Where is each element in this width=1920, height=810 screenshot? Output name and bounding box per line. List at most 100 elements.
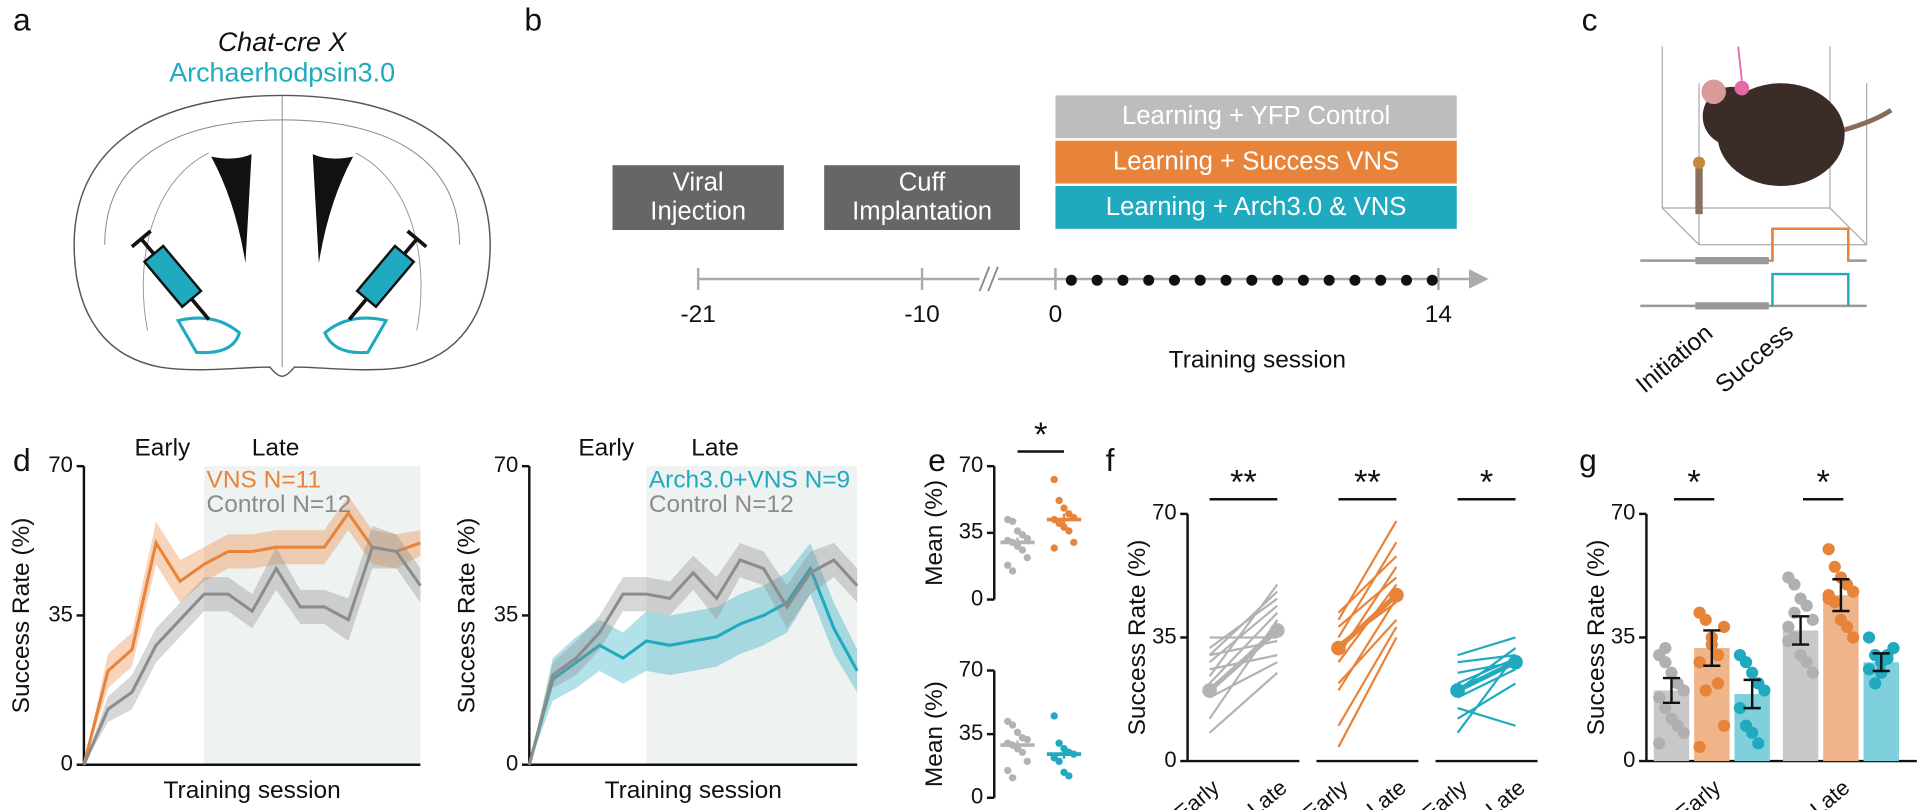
- panel-letter: f: [1106, 442, 1115, 478]
- data-point: [1008, 517, 1017, 526]
- session-dot: [1091, 274, 1103, 286]
- data-point: [1693, 656, 1706, 669]
- data-point: [1050, 712, 1058, 720]
- subject-line: [1457, 682, 1517, 720]
- step-box: [612, 165, 784, 231]
- session-dot: [1220, 274, 1232, 286]
- data-point: [1752, 737, 1765, 750]
- error-band: [552, 636, 577, 701]
- series-line: [82, 545, 422, 766]
- data-point: [1065, 527, 1073, 535]
- data-point: [1677, 684, 1690, 697]
- data-point: [1699, 684, 1712, 697]
- significance-label: *: [1034, 416, 1047, 454]
- error-band: [83, 696, 108, 765]
- data-point: [1711, 649, 1725, 662]
- error-band: [552, 641, 577, 688]
- mean-line: [1207, 628, 1279, 693]
- data-point: [1060, 504, 1068, 512]
- axis-break: [978, 266, 991, 292]
- data-point: [1659, 641, 1672, 655]
- data-point: [1881, 649, 1894, 662]
- session-dot: [1426, 274, 1438, 286]
- session-dot: [1272, 274, 1284, 286]
- trace-label: Success: [1710, 319, 1798, 399]
- data-point: [1023, 735, 1031, 744]
- series-line: [527, 565, 859, 766]
- session-dot: [1194, 274, 1206, 286]
- axis-break: [987, 266, 999, 292]
- subject-line: [1457, 707, 1516, 727]
- session-dot: [1375, 274, 1387, 286]
- y-tick-label: 0: [506, 751, 518, 776]
- data-point: [1055, 739, 1063, 747]
- session-dot: [1117, 274, 1129, 286]
- panel-letter: c: [1582, 1, 1598, 37]
- data-point: [1055, 496, 1063, 505]
- x-tick-label: Late: [1362, 775, 1411, 810]
- y-tick-label: 35: [959, 720, 984, 745]
- y-tick-label: 70: [959, 656, 984, 681]
- data-point: [1653, 737, 1666, 750]
- panel-letter: d: [13, 442, 31, 478]
- y-tick-label: 70: [1611, 500, 1636, 525]
- data-point: [1758, 684, 1771, 697]
- subject-line: [1337, 626, 1398, 727]
- session-dot: [1400, 274, 1412, 286]
- group-label: Learning + YFP Control: [1122, 102, 1390, 130]
- data-point: [1822, 543, 1835, 556]
- step-label: Cuff: [899, 168, 947, 196]
- mean-dot: [1269, 623, 1285, 638]
- data-point: [1023, 534, 1031, 543]
- period-label: Early: [134, 435, 191, 462]
- error-band: [372, 525, 397, 569]
- data-point: [1050, 475, 1058, 484]
- mean-line: [1336, 593, 1399, 650]
- data-point: [1659, 701, 1672, 715]
- subject-line: [1208, 583, 1279, 677]
- error-band: [107, 675, 132, 723]
- group-box: [1055, 95, 1457, 139]
- mouse-setup: [1661, 46, 1868, 246]
- data-point: [1023, 757, 1031, 766]
- brain-atlas: [73, 94, 491, 377]
- data-point: [1004, 766, 1012, 775]
- data-point: [1008, 721, 1017, 729]
- late-region: [646, 466, 858, 765]
- y-tick-label: 0: [971, 585, 983, 610]
- data-point: [1806, 666, 1819, 679]
- period-label: Late: [252, 435, 300, 462]
- y-axis-label: Mean (%): [921, 681, 948, 787]
- session-dot: [1065, 274, 1077, 286]
- data-point: [1653, 691, 1666, 704]
- data-point: [1677, 726, 1690, 739]
- data-point: [1840, 620, 1854, 634]
- subject-line: [1208, 597, 1278, 649]
- y-tick-label: 70: [959, 452, 984, 477]
- y-axis-label: Success Rate (%): [454, 518, 481, 714]
- y-axis-label: Success Rate (%): [8, 518, 35, 714]
- data-point: [1004, 561, 1012, 569]
- x-axis-label: Training session: [164, 777, 341, 804]
- series-line: [527, 558, 859, 766]
- tick-label: -10: [904, 301, 939, 328]
- x-axis-label: Training session: [605, 777, 782, 804]
- group-box: [1055, 185, 1457, 229]
- subject-line: [1208, 611, 1279, 685]
- significance-label: *: [1480, 464, 1493, 502]
- y-tick-label: 35: [959, 519, 984, 544]
- panel-a-subtitle: Archaerhodpsin3.0: [169, 58, 395, 88]
- significance-label: **: [1354, 464, 1381, 502]
- data-point: [1018, 748, 1027, 756]
- data-point: [1008, 774, 1017, 782]
- subject-line: [1337, 598, 1398, 692]
- subject-line: [1457, 657, 1516, 685]
- mean-line: [1456, 659, 1517, 693]
- group-box: [1055, 140, 1457, 184]
- data-point: [1806, 613, 1819, 626]
- data-point: [1862, 663, 1876, 676]
- data-point: [1822, 588, 1835, 602]
- step-label: Viral: [673, 168, 724, 196]
- group-label: Learning + Success VNS: [1113, 148, 1399, 176]
- period-label: Late: [691, 435, 739, 462]
